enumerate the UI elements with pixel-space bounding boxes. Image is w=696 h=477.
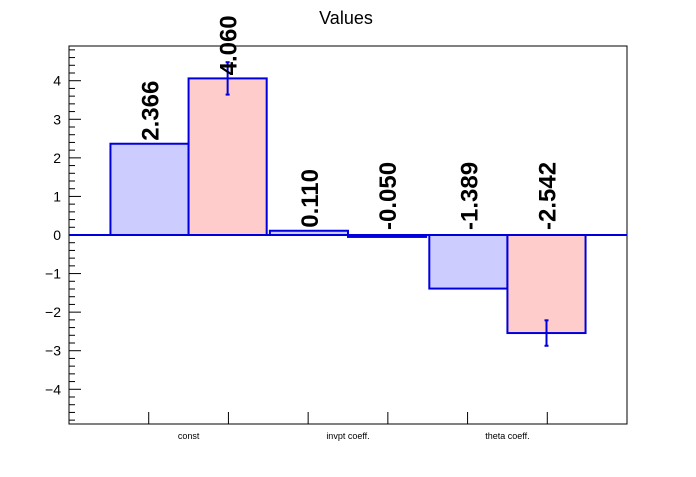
bar <box>428 234 509 290</box>
data-label: 4.060 <box>216 15 243 75</box>
y-tick-label: 2 <box>53 150 61 166</box>
data-label: 0.110 <box>297 169 324 228</box>
data-label: 2.366 <box>138 81 165 141</box>
y-tick-label: 1 <box>53 188 61 204</box>
data-label: -0.050 <box>375 162 402 230</box>
bar <box>187 77 268 237</box>
y-tick-label: −2 <box>45 304 61 320</box>
y-tick-label: 3 <box>53 111 61 127</box>
x-tick-label: theta coeff. <box>485 431 529 441</box>
x-axis: const invpt coeff. theta coeff. <box>148 412 548 441</box>
x-tick-label: invpt coeff. <box>326 431 369 441</box>
data-label: -1.389 <box>456 162 483 230</box>
x-tick-label: const <box>178 431 200 441</box>
data-label: -2.542 <box>534 162 561 230</box>
data-labels: 2.366 0.110 -1.389 4.060 -0.050 -2.542 <box>138 15 562 230</box>
y-tick-label: −4 <box>45 381 61 397</box>
y-axis: −4 −3 −2 −1 0 1 2 3 4 <box>45 49 81 421</box>
bars <box>69 61 627 347</box>
bar <box>506 234 587 335</box>
y-tick-label: −1 <box>45 266 61 282</box>
chart-title: Values <box>319 8 373 28</box>
bar <box>109 142 190 237</box>
y-tick-label: 0 <box>53 227 61 243</box>
y-tick-label: −3 <box>45 343 61 359</box>
y-tick-label: 4 <box>53 73 61 89</box>
